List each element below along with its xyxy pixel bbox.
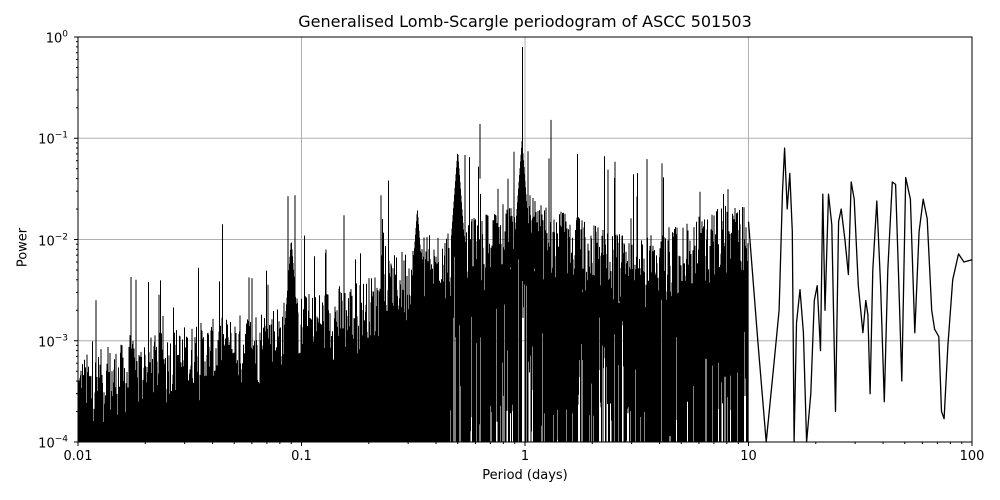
y-tick-1: 10−1 <box>38 130 68 148</box>
x-tick-4: 100 <box>959 449 985 464</box>
x-tick-3: 10 <box>740 449 757 464</box>
y-tick-0: 100 <box>45 29 68 47</box>
y-tick-3: 10−3 <box>38 333 68 351</box>
y-tick-4: 10−4 <box>38 434 68 452</box>
x-tick-2: 1 <box>520 449 530 464</box>
axes-frame <box>74 36 973 446</box>
chart-title: Generalised Lomb-Scargle periodogram of … <box>298 12 752 31</box>
x-tick-0: 0.01 <box>63 449 93 464</box>
y-tick-2: 10−2 <box>38 232 68 249</box>
x-axis-label: Period (days) <box>482 468 568 483</box>
x-tick-1: 0.1 <box>291 449 312 464</box>
